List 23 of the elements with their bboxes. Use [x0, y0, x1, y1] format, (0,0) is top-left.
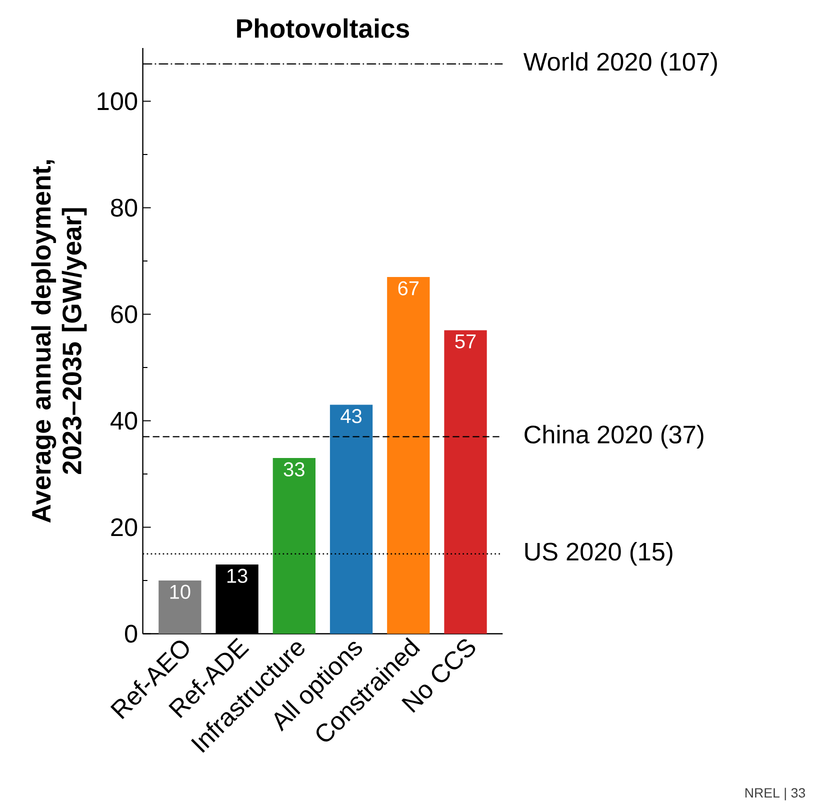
- y-tick-label: 20: [111, 518, 138, 536]
- ref-line-label: World 2020 (107): [523, 52, 717, 76]
- bar: [272, 458, 316, 634]
- ref-line-label: China 2020 (37): [524, 424, 704, 448]
- y-tick-label: 0: [124, 624, 138, 643]
- ref-line-label: US 2020 (15): [525, 542, 672, 566]
- y-axis-title: Average annual deployment, 2023–2035 [GW/year]: [31, 160, 87, 522]
- bar: [158, 580, 202, 634]
- text: NREL | 33: [745, 788, 806, 800]
- bar: [387, 276, 430, 634]
- data-label: 10: [170, 584, 190, 599]
- bar: [444, 330, 487, 634]
- bar: [330, 404, 373, 634]
- y-tick-label: 60: [111, 305, 138, 324]
- data-label: 57: [455, 334, 476, 348]
- data-label: 67: [398, 281, 419, 296]
- y-tick-label: 40: [110, 412, 138, 430]
- y-tick-label: 100: [98, 92, 138, 110]
- data-label: 33: [284, 462, 304, 476]
- data-label: 13: [227, 568, 248, 583]
- chart-title: Photovoltaics: [237, 18, 410, 38]
- data-label: 43: [340, 408, 362, 424]
- y-tick-label: 80: [111, 198, 138, 217]
